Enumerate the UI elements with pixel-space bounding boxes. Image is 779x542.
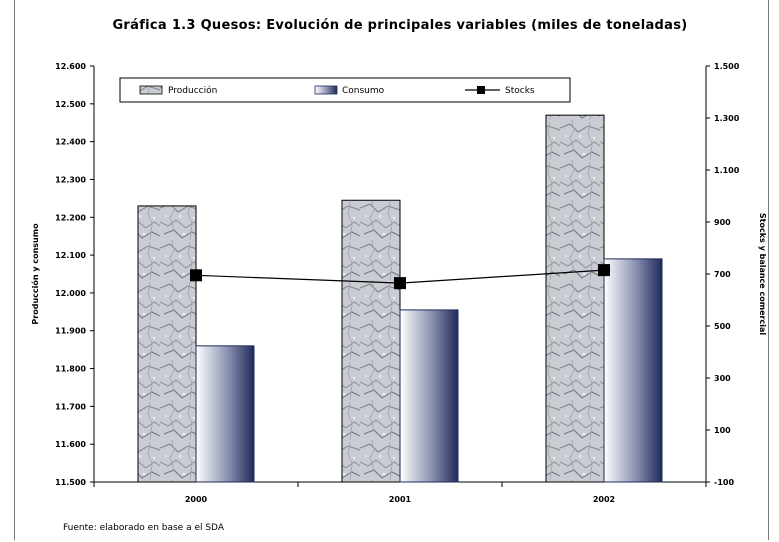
legend-group: Producción Consumo Stocks xyxy=(119,77,571,103)
right-axis-title: Stocks y balance comercial xyxy=(758,213,767,335)
source-note: Fuente: elaborado en base a el SDA xyxy=(63,523,224,533)
left-tick-label: 11.800 xyxy=(55,365,86,374)
left-tick-label: 12.000 xyxy=(55,289,86,298)
right-tick-label: 900 xyxy=(714,218,731,227)
legend-marker-stocks xyxy=(477,86,485,94)
bar-produccion xyxy=(545,114,605,483)
bars-group xyxy=(137,114,663,483)
legend-label-consumo: Consumo xyxy=(342,86,385,96)
right-tick-label: 1.100 xyxy=(714,166,740,175)
legend-swatch-consumo xyxy=(314,85,338,95)
left-tick-label: 12.300 xyxy=(55,175,86,184)
legend-swatch-produccion xyxy=(139,85,163,95)
bar-consumo xyxy=(399,309,459,483)
bar-produccion xyxy=(341,199,401,483)
left-tick-label: 12.200 xyxy=(55,213,86,222)
stocks-marker xyxy=(190,269,202,282)
left-tick-label: 11.500 xyxy=(55,478,86,487)
right-tick-label: 300 xyxy=(714,374,731,383)
chart-frame xyxy=(14,0,769,540)
x-tick-label: 2000 xyxy=(185,495,208,504)
right-tick-label: 500 xyxy=(714,322,731,331)
bar-consumo xyxy=(195,345,255,483)
stocks-marker xyxy=(598,264,610,277)
right-tick-label: -100 xyxy=(714,478,734,487)
left-tick-label: 11.700 xyxy=(55,402,86,411)
stocks-marker xyxy=(394,277,406,290)
legend-label-produccion: Producción xyxy=(168,85,217,96)
bar-produccion xyxy=(137,205,197,483)
legend-label-stocks: Stocks xyxy=(505,86,535,96)
bar-consumo xyxy=(603,258,663,483)
left-tick-label: 11.900 xyxy=(55,327,86,336)
stocks-line-group xyxy=(190,264,610,290)
left-tick-label: 12.600 xyxy=(55,62,86,71)
x-tick-label: 2001 xyxy=(389,495,412,504)
right-tick-label: 1.500 xyxy=(714,62,740,71)
left-tick-label: 11.600 xyxy=(55,440,86,449)
chart-title: Gráfica 1.3 Quesos: Evolución de princip… xyxy=(112,18,688,33)
left-tick-label: 12.400 xyxy=(55,138,86,147)
x-tick-label: 2002 xyxy=(593,495,615,504)
left-axis-title: Producción y consumo xyxy=(30,223,40,325)
left-tick-label: 12.500 xyxy=(55,100,86,109)
right-tick-label: 1.300 xyxy=(714,114,740,123)
left-tick-label: 12.100 xyxy=(55,251,86,260)
right-tick-label: 100 xyxy=(714,426,731,435)
right-tick-label: 700 xyxy=(714,270,731,279)
